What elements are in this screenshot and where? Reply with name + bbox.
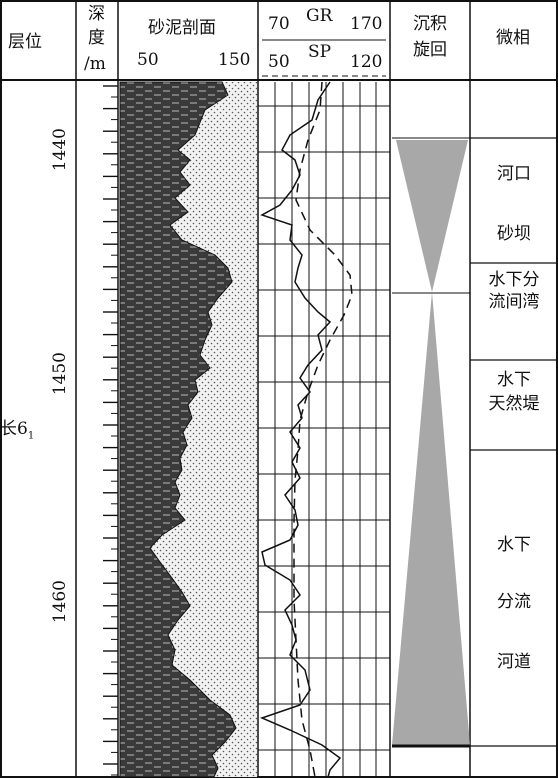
depth-label-1440: 1440 bbox=[50, 128, 70, 172]
header-sp-label: SP bbox=[308, 42, 332, 62]
facies-channel-2: 分流 bbox=[497, 592, 531, 612]
facies-mouth-bar-2: 砂坝 bbox=[497, 224, 531, 244]
mud-profile bbox=[119, 81, 237, 778]
header-sp-max: 120 bbox=[350, 52, 383, 72]
facies-levee-1: 水下 bbox=[497, 370, 531, 390]
header-depth-2: 度 bbox=[88, 28, 105, 48]
depth-label-1460: 1460 bbox=[50, 580, 70, 624]
header-lith-min: 50 bbox=[137, 50, 159, 70]
layer-name: 长61 bbox=[0, 419, 35, 442]
cycle-triangle-upper bbox=[396, 140, 468, 292]
header-sp-min: 50 bbox=[268, 52, 290, 72]
facies-levee-2: 天然堤 bbox=[488, 394, 540, 414]
header-lith-title: 砂泥剖面 bbox=[148, 18, 216, 38]
cycle-triangle-lower bbox=[392, 292, 470, 745]
header-gr-label: GR bbox=[306, 6, 333, 26]
depth-ticks bbox=[103, 85, 118, 776]
header-gr-min: 70 bbox=[268, 14, 290, 34]
header-cycle-1: 沉积 bbox=[413, 14, 447, 34]
header-facies: 微相 bbox=[496, 28, 530, 48]
facies-channel-3: 河道 bbox=[497, 652, 531, 672]
facies-interdistributary-1: 水下分 bbox=[488, 270, 540, 290]
log-grid bbox=[258, 82, 390, 778]
gr-curve bbox=[259, 81, 342, 778]
header-cycle-2: 旋回 bbox=[413, 40, 447, 60]
facies-channel-1: 水下 bbox=[497, 535, 531, 555]
header-depth-1: 深 bbox=[88, 4, 105, 24]
header-layer: 层位 bbox=[8, 32, 42, 52]
header-lith-max: 150 bbox=[218, 50, 251, 70]
facies-mouth-bar-1: 河口 bbox=[497, 164, 531, 184]
header-depth-unit: /m bbox=[84, 54, 106, 74]
facies-interdistributary-2: 流间湾 bbox=[488, 292, 540, 312]
header-gr-max: 170 bbox=[350, 14, 383, 34]
depth-label-1450: 1450 bbox=[50, 352, 70, 396]
